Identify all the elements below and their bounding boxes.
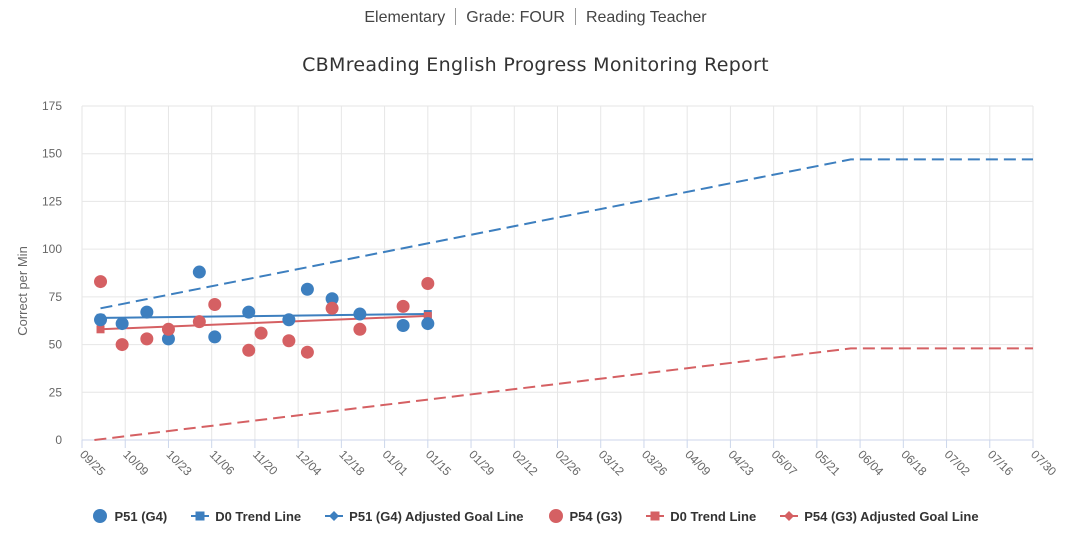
legend-circle-icon <box>93 509 108 523</box>
x-tick-label: 03/26 <box>639 447 670 478</box>
x-tick-label: 09/25 <box>77 447 108 478</box>
x-tick-label: 07/16 <box>985 447 1016 478</box>
legend-item[interactable]: P54 (G3) Adjusted Goal Line <box>780 508 979 524</box>
legend-label: P54 (G3) Adjusted Goal Line <box>804 508 979 524</box>
data-point <box>282 334 296 348</box>
x-tick-label: 10/09 <box>120 447 151 478</box>
data-point <box>254 326 268 340</box>
data-point <box>94 313 108 327</box>
y-tick-label: 0 <box>55 433 62 447</box>
data-point <box>300 282 314 296</box>
x-tick-label: 01/01 <box>380 447 411 478</box>
data-point <box>353 307 367 321</box>
x-tick-label: 01/15 <box>423 447 454 478</box>
trend-line <box>100 314 428 331</box>
legend-label: P51 (G4) Adjusted Goal Line <box>349 508 524 524</box>
chart-legend: P51 (G4) D0 Trend Line P51 (G4) Adjusted G… <box>0 508 1071 524</box>
legend-square-line-icon <box>191 511 210 521</box>
legend-square-line-icon <box>646 511 665 521</box>
trend-point <box>423 311 432 320</box>
legend-label: P54 (G3) <box>569 508 623 524</box>
trend-line <box>100 313 428 319</box>
x-tick-label: 10/23 <box>164 447 195 478</box>
data-point <box>115 317 129 331</box>
y-tick-label: 175 <box>42 99 62 113</box>
chart-title: CBMreading English Progress Monitoring R… <box>302 54 769 76</box>
data-point <box>353 322 367 336</box>
data-point <box>140 305 154 319</box>
x-tick-label: 07/30 <box>1028 447 1059 478</box>
legend-item[interactable]: P51 (G4) <box>92 508 167 524</box>
x-tick-label: 06/04 <box>855 447 886 478</box>
data-point <box>396 299 410 313</box>
x-tick-label: 11/06 <box>207 447 238 478</box>
y-tick-label: 50 <box>49 338 63 352</box>
data-point <box>282 313 296 327</box>
legend-diamond-line-icon <box>780 511 799 521</box>
x-tick-label: 02/12 <box>509 447 540 478</box>
x-tick-label: 04/23 <box>725 447 756 478</box>
x-tick-label: 06/18 <box>898 447 929 478</box>
data-point <box>242 343 256 357</box>
data-point <box>161 322 175 336</box>
x-tick-label: 12/18 <box>336 447 367 478</box>
data-point <box>421 276 435 290</box>
y-tick-label: 100 <box>42 242 62 256</box>
goal-line <box>100 158 1033 310</box>
progress-chart: 0 25 50 75 100 125 150 175 09/25 10/09 10/23 11/06 1… <box>15 99 1059 479</box>
grid <box>81 105 1034 441</box>
legend-item[interactable]: D0 Trend Line <box>191 508 301 524</box>
data-point <box>140 332 154 346</box>
data-point <box>192 315 206 329</box>
x-tick-label: 02/26 <box>553 447 584 478</box>
y-tick-label: 125 <box>42 194 62 208</box>
data-point <box>300 345 314 359</box>
header-separator <box>455 8 457 25</box>
legend-label: D0 Trend Line <box>215 508 302 524</box>
x-tick-label: 03/12 <box>596 447 627 478</box>
teacher-label: Reading Teacher <box>585 9 707 26</box>
data-point <box>325 292 339 306</box>
y-tick-label: 150 <box>42 147 62 161</box>
grade-label: Grade: FOUR <box>466 9 565 26</box>
data-point <box>161 332 175 346</box>
x-tick-label: 05/07 <box>769 447 800 478</box>
x-tick-label: 11/20 <box>250 447 281 478</box>
trend-point <box>96 325 105 334</box>
data-point <box>325 301 339 315</box>
legend-circle-icon <box>548 509 563 523</box>
report-header: Elementary Grade: FOUR Reading Teacher <box>0 8 1071 27</box>
data-point <box>192 265 206 279</box>
x-tick-label: 01/29 <box>466 447 497 478</box>
legend-label: D0 Trend Line <box>670 508 757 524</box>
data-point <box>115 338 129 352</box>
legend-item[interactable]: P51 (G4) Adjusted Goal Line <box>325 508 524 524</box>
y-tick-label: 25 <box>49 385 63 399</box>
data-point <box>208 330 222 344</box>
data-point <box>396 318 410 332</box>
x-tick-label: 04/09 <box>682 447 713 478</box>
data-point <box>94 275 108 289</box>
data-point <box>421 317 435 331</box>
legend-diamond-line-icon <box>325 511 344 521</box>
x-tick-label: 12/04 <box>293 447 324 478</box>
x-tick-label: 07/02 <box>942 447 973 478</box>
header-separator <box>574 8 576 25</box>
x-tick-label: 05/21 <box>812 447 843 478</box>
data-point <box>242 305 256 319</box>
y-tick-label: 75 <box>49 290 63 304</box>
legend-item[interactable]: D0 Trend Line <box>646 508 756 524</box>
y-axis-label: Correct per Min <box>15 246 30 336</box>
legend-label: P51 (G4) <box>114 508 168 524</box>
legend-item[interactable]: P54 (G3) <box>548 508 623 524</box>
goal-line <box>94 347 1033 441</box>
data-point <box>208 297 222 311</box>
school-label: Elementary <box>364 9 446 26</box>
